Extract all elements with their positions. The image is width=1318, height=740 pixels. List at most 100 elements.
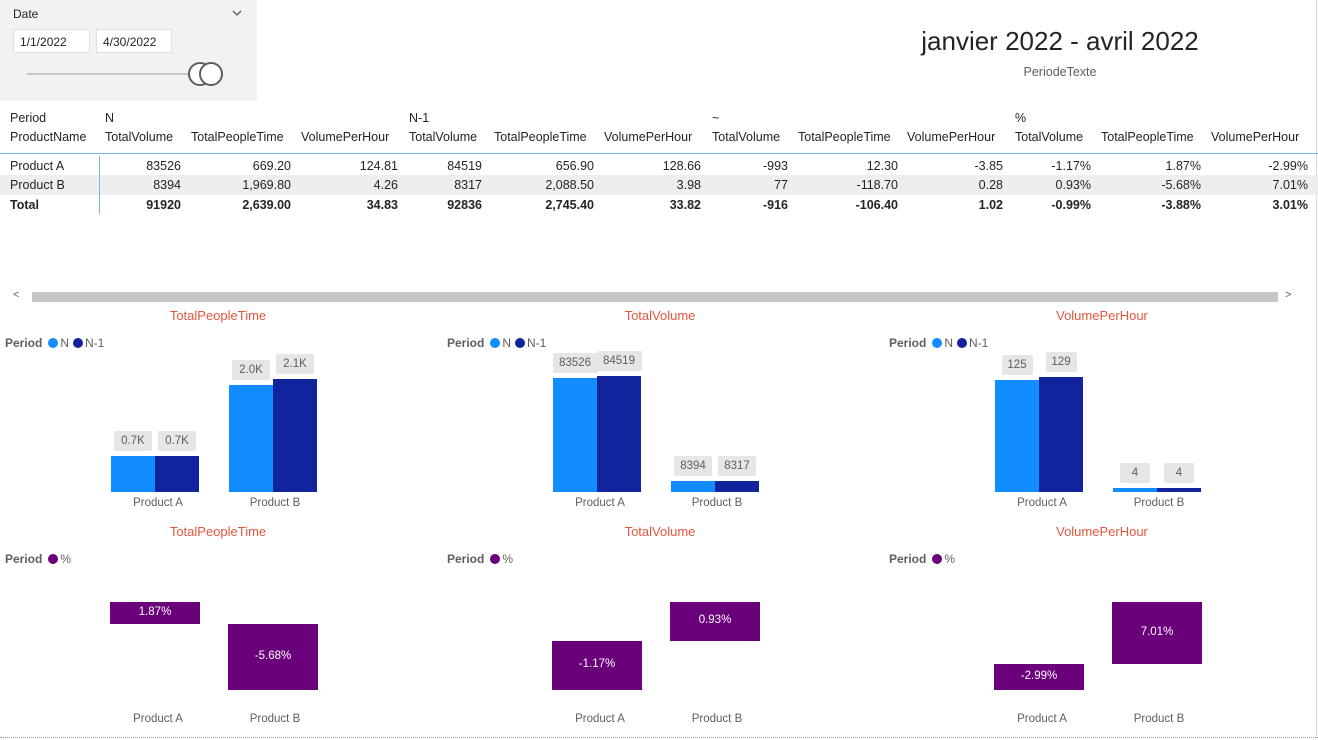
chart-legend: Period N N-1 xyxy=(447,336,550,350)
table-cell: 8317 xyxy=(454,178,482,192)
bar-pct-product-a[interactable] xyxy=(552,640,642,690)
table-cell: -118.70 xyxy=(856,178,898,192)
legend-item-N-1[interactable]: N-1 xyxy=(515,336,546,350)
column-header: TotalPeopleTime xyxy=(191,130,284,144)
x-axis-label: Product A xyxy=(133,713,183,725)
table-cell: 2,088.50 xyxy=(545,178,594,192)
x-axis-label: Product A xyxy=(575,713,625,725)
row-label: Product A xyxy=(10,159,65,173)
slicer-title: Date xyxy=(13,7,39,21)
bar-N-product-a[interactable] xyxy=(111,456,155,492)
legend-dot xyxy=(515,338,526,348)
horizontal-scrollbar[interactable]: < > xyxy=(7,289,1304,302)
row-label: Product B xyxy=(10,178,65,192)
total-cell: 34.83 xyxy=(366,198,398,212)
legend-label: % xyxy=(944,552,956,566)
legend-item-N-1[interactable]: N-1 xyxy=(73,336,104,350)
page-subtitle: PeriodeTexte xyxy=(1023,65,1097,79)
bar-N-1-product-b[interactable] xyxy=(1157,488,1201,492)
slider-end-handle[interactable] xyxy=(199,62,223,86)
legend-label: N-1 xyxy=(527,336,547,350)
chart-title: TotalVolume xyxy=(624,308,696,323)
bar-N-1-product-a[interactable] xyxy=(155,456,199,492)
legend-label: N xyxy=(502,336,512,350)
legend-title: Period xyxy=(447,552,485,566)
bar-pct-product-b[interactable] xyxy=(670,602,760,641)
end-date-input[interactable]: 4/30/2022 xyxy=(96,29,172,53)
column-group-header: N xyxy=(105,111,115,125)
legend-item-N[interactable]: N xyxy=(490,336,511,350)
row-header-productname: ProductName xyxy=(10,130,87,144)
x-axis-label: Product B xyxy=(691,497,743,509)
chart-totalpeopletime-pct: TotalPeopleTime Period% Product A Product B… xyxy=(0,524,440,734)
column-header: TotalPeopleTime xyxy=(494,130,587,144)
table-cell: -2.99% xyxy=(1268,159,1308,173)
bar-N-1-product-a[interactable] xyxy=(597,376,641,492)
data-label: 2.0K xyxy=(232,360,270,380)
date-range-slider-track[interactable] xyxy=(27,73,205,75)
bar-N-product-b[interactable] xyxy=(229,385,273,492)
chevron-down-icon[interactable] xyxy=(232,8,242,18)
scroll-left-icon[interactable]: < xyxy=(13,289,20,301)
column-header: TotalVolume xyxy=(409,130,478,144)
legend-label: N xyxy=(944,336,954,350)
start-date-input[interactable]: 1/1/2022 xyxy=(13,29,90,53)
total-cell: -916 xyxy=(762,198,788,212)
column-group-header: ~ xyxy=(712,111,720,125)
bar-N-product-a[interactable] xyxy=(553,378,597,492)
bar-pct-product-a[interactable] xyxy=(994,663,1084,690)
chart-legend: Period N N-1 xyxy=(5,336,108,350)
legend-dot xyxy=(48,338,59,348)
total-cell: 91920 xyxy=(146,198,181,212)
x-axis-label: Product B xyxy=(1133,713,1185,725)
legend-dot xyxy=(48,554,59,564)
x-axis-label: Product A xyxy=(133,497,183,509)
column-header: VolumePerHour xyxy=(301,130,390,144)
scroll-right-icon[interactable]: > xyxy=(1285,289,1292,301)
table-cell: -993 xyxy=(762,159,788,173)
bar-N-product-b[interactable] xyxy=(1113,488,1157,492)
total-cell: 2,745.40 xyxy=(545,198,594,212)
column-header: TotalVolume xyxy=(1015,130,1084,144)
table-cell: 1,969.80 xyxy=(242,178,291,192)
legend-dot xyxy=(73,338,84,348)
legend-item-N-1[interactable]: N-1 xyxy=(957,336,988,350)
legend-item-%[interactable]: % xyxy=(932,552,955,566)
table-cell: -1.17% xyxy=(1051,159,1091,173)
table-cell: 84519 xyxy=(447,159,482,173)
total-cell: 3.01% xyxy=(1272,198,1308,212)
bar-N-product-b[interactable] xyxy=(671,481,715,492)
column-group-header: % xyxy=(1015,111,1027,125)
bar-N-1-product-b[interactable] xyxy=(715,481,759,492)
legend-item-N[interactable]: N xyxy=(48,336,69,350)
scrollbar-thumb[interactable] xyxy=(32,292,1278,302)
bar-N-1-product-b[interactable] xyxy=(273,379,317,492)
total-cell: 1.02 xyxy=(978,198,1003,212)
total-cell: 2,639.00 xyxy=(242,198,291,212)
bar-pct-product-b[interactable] xyxy=(1112,602,1202,664)
bar-pct-product-a[interactable] xyxy=(110,602,200,624)
chart-totalvolume-pct: TotalVolume Period% Product A Product B -1.1… xyxy=(442,524,882,734)
chart-title: TotalVolume xyxy=(624,524,696,539)
data-label: 8317 xyxy=(718,456,756,476)
data-label: 84519 xyxy=(596,351,642,371)
table-cell: 1.87% xyxy=(1165,159,1201,173)
column-header: TotalVolume xyxy=(105,130,174,144)
legend-title: Period xyxy=(447,336,485,350)
data-label: 8394 xyxy=(674,456,712,476)
x-axis-label: Product A xyxy=(1017,497,1067,509)
bar-N-product-a[interactable] xyxy=(995,380,1039,492)
data-label: 7.01% xyxy=(1140,625,1174,638)
data-label: -2.99% xyxy=(1020,669,1058,682)
legend-label: % xyxy=(502,552,514,566)
legend-item-%[interactable]: % xyxy=(48,552,71,566)
table-cell: 77 xyxy=(774,178,788,192)
x-axis-label: Product B xyxy=(691,713,743,725)
legend-item-%[interactable]: % xyxy=(490,552,513,566)
data-label: 129 xyxy=(1045,352,1077,372)
row-header-period: Period xyxy=(10,111,47,125)
legend-item-N[interactable]: N xyxy=(932,336,953,350)
bar-N-1-product-a[interactable] xyxy=(1039,377,1083,492)
bar-pct-product-b[interactable] xyxy=(228,623,318,690)
chart-legend: Period% xyxy=(889,552,959,566)
